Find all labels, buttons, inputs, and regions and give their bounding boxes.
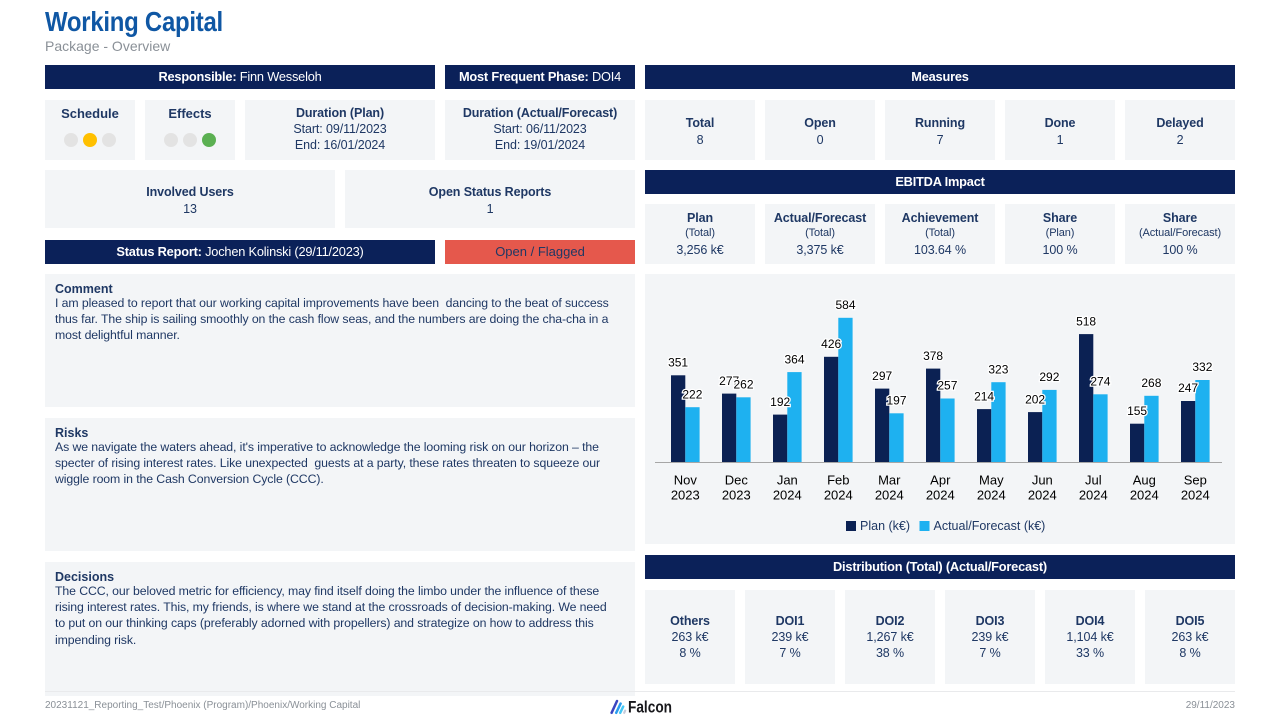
svg-text:Jun: Jun [1032, 472, 1053, 487]
svg-text:202: 202 [1025, 392, 1045, 406]
svg-text:2024: 2024 [1079, 488, 1108, 503]
svg-text:584: 584 [835, 298, 855, 312]
svg-text:2023: 2023 [671, 488, 700, 503]
svg-text:2024: 2024 [1028, 488, 1057, 503]
svg-text:2023: 2023 [722, 488, 751, 503]
svg-text:323: 323 [988, 362, 1008, 376]
svg-text:2024: 2024 [1181, 488, 1210, 503]
svg-text:155: 155 [1127, 404, 1147, 418]
svg-text:Feb: Feb [827, 472, 849, 487]
svg-text:Jul: Jul [1085, 472, 1102, 487]
svg-text:274: 274 [1090, 375, 1110, 389]
svg-text:247: 247 [1178, 381, 1198, 395]
svg-text:Falcon: Falcon [628, 699, 672, 715]
svg-text:292: 292 [1039, 370, 1059, 384]
svg-text:378: 378 [923, 349, 943, 363]
svg-text:332: 332 [1192, 360, 1212, 374]
svg-text:268: 268 [1141, 376, 1161, 390]
svg-text:364: 364 [784, 352, 804, 366]
svg-text:192: 192 [770, 395, 790, 409]
svg-text:May: May [979, 472, 1004, 487]
svg-text:Jan: Jan [777, 472, 798, 487]
svg-text:Dec: Dec [725, 472, 749, 487]
svg-text:Aug: Aug [1133, 472, 1156, 487]
svg-text:426: 426 [821, 337, 841, 351]
svg-text:297: 297 [872, 369, 892, 383]
svg-text:Apr: Apr [930, 472, 951, 487]
svg-text:Nov: Nov [674, 472, 698, 487]
svg-text:351: 351 [668, 356, 688, 370]
svg-text:2024: 2024 [773, 488, 802, 503]
svg-text:2024: 2024 [875, 488, 904, 503]
svg-text:257: 257 [937, 379, 957, 393]
svg-text:Mar: Mar [878, 472, 901, 487]
svg-text:277: 277 [719, 374, 739, 388]
svg-text:2024: 2024 [824, 488, 853, 503]
svg-text:518: 518 [1076, 314, 1096, 328]
svg-text:Sep: Sep [1184, 472, 1207, 487]
svg-text:Actual/Forecast (k€): Actual/Forecast (k€) [934, 519, 1046, 533]
svg-text:197: 197 [886, 394, 906, 408]
svg-text:2024: 2024 [1130, 488, 1159, 503]
svg-text:Plan (k€): Plan (k€) [860, 519, 910, 533]
svg-text:222: 222 [682, 387, 702, 401]
svg-text:262: 262 [733, 378, 753, 392]
svg-text:2024: 2024 [977, 488, 1006, 503]
svg-text:2024: 2024 [926, 488, 955, 503]
svg-text:214: 214 [974, 389, 994, 403]
